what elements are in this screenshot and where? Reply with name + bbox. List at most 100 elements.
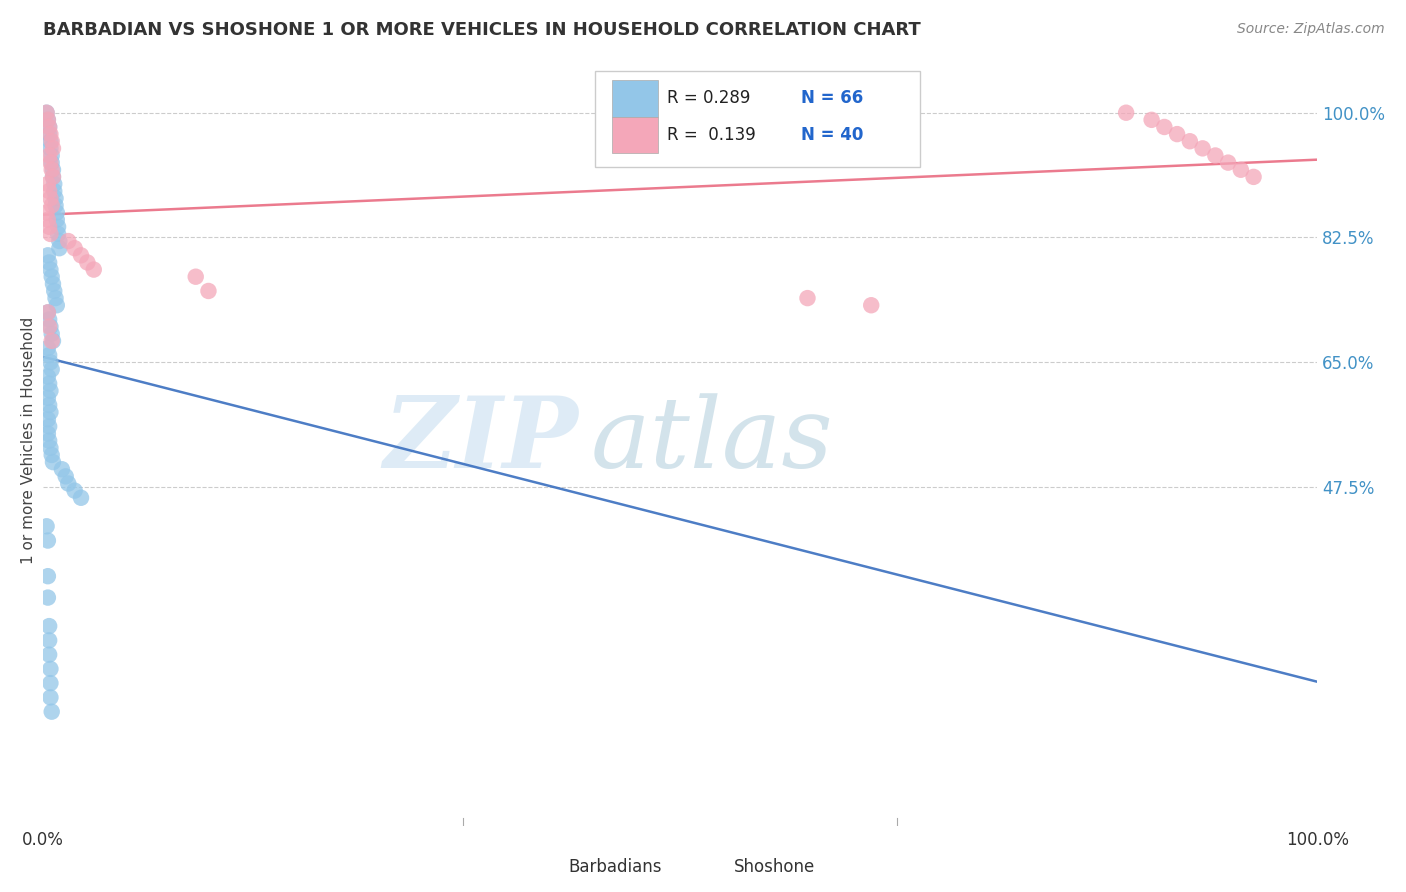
Point [39, 227, 62, 241]
FancyBboxPatch shape [613, 117, 658, 153]
FancyBboxPatch shape [524, 855, 558, 881]
Text: R =  0.139: R = 0.139 [668, 126, 756, 144]
Point [42, 141, 65, 155]
Point [39, 134, 62, 148]
Point [39, 441, 62, 455]
Point [35, 105, 58, 120]
Point [37, 305, 59, 319]
Point [37, 112, 59, 127]
Point [37, 177, 59, 191]
Point [45, 205, 67, 219]
Point [38, 398, 60, 412]
Point [44, 184, 66, 198]
Point [38, 127, 60, 141]
Point [37, 305, 59, 319]
Point [37, 426, 59, 441]
Point [41, 326, 63, 341]
Point [70, 248, 93, 262]
Point [48, 241, 70, 255]
Point [38, 255, 60, 269]
Point [76, 255, 98, 269]
Point [39, 384, 62, 398]
Point [1216, 155, 1239, 169]
Point [42, 334, 65, 348]
Point [37, 369, 59, 384]
Point [41, 162, 63, 177]
Point [38, 648, 60, 662]
Point [38, 312, 60, 326]
Point [63, 483, 86, 498]
Point [41, 148, 63, 162]
Text: BARBADIAN VS SHOSHONE 1 OR MORE VEHICLES IN HOUSEHOLD CORRELATION CHART: BARBADIAN VS SHOSHONE 1 OR MORE VEHICLES… [42, 21, 921, 39]
Point [37, 533, 59, 548]
Point [37, 341, 59, 355]
Point [41, 448, 63, 462]
Point [41, 269, 63, 284]
Point [46, 219, 69, 234]
Point [1191, 141, 1213, 155]
Point [44, 191, 66, 205]
Point [1243, 169, 1265, 184]
Point [35, 205, 58, 219]
Point [41, 334, 63, 348]
Point [39, 141, 62, 155]
Point [37, 248, 59, 262]
Point [41, 362, 63, 376]
Point [41, 705, 63, 719]
Point [184, 269, 207, 284]
Text: Barbadians: Barbadians [568, 857, 661, 876]
Y-axis label: 1 or more Vehicles in Household: 1 or more Vehicles in Household [21, 317, 35, 565]
Point [38, 348, 60, 362]
Point [38, 319, 60, 334]
Point [1115, 105, 1137, 120]
Point [42, 277, 65, 291]
Point [42, 169, 65, 184]
Point [1153, 120, 1175, 134]
Point [37, 569, 59, 583]
Point [38, 148, 60, 162]
Point [48, 234, 70, 248]
Point [39, 127, 62, 141]
Point [37, 412, 59, 426]
Point [70, 491, 93, 505]
Point [58, 476, 80, 491]
Point [58, 234, 80, 248]
Text: N = 66: N = 66 [801, 89, 863, 107]
Point [38, 120, 60, 134]
Point [1204, 148, 1226, 162]
Point [39, 155, 62, 169]
Point [38, 419, 60, 434]
Point [38, 376, 60, 391]
Text: Shoshone: Shoshone [734, 857, 815, 876]
Point [37, 391, 59, 405]
Point [41, 198, 63, 212]
Point [42, 455, 65, 469]
Point [38, 434, 60, 448]
Point [42, 169, 65, 184]
Point [44, 284, 66, 298]
Text: atlas: atlas [591, 393, 834, 488]
Point [42, 162, 65, 177]
Point [44, 177, 66, 191]
Point [39, 690, 62, 705]
Point [45, 298, 67, 312]
Point [44, 198, 66, 212]
Text: ZIP: ZIP [382, 392, 578, 489]
Point [39, 662, 62, 676]
Point [39, 319, 62, 334]
Point [51, 462, 73, 476]
Point [37, 212, 59, 227]
Point [38, 219, 60, 234]
Point [39, 676, 62, 690]
Point [38, 619, 60, 633]
Point [38, 633, 60, 648]
Point [39, 191, 62, 205]
Point [39, 262, 62, 277]
Point [38, 184, 60, 198]
Point [35, 519, 58, 533]
FancyBboxPatch shape [690, 855, 723, 881]
Point [46, 227, 69, 241]
Point [39, 355, 62, 369]
FancyBboxPatch shape [613, 79, 658, 117]
Point [44, 291, 66, 305]
